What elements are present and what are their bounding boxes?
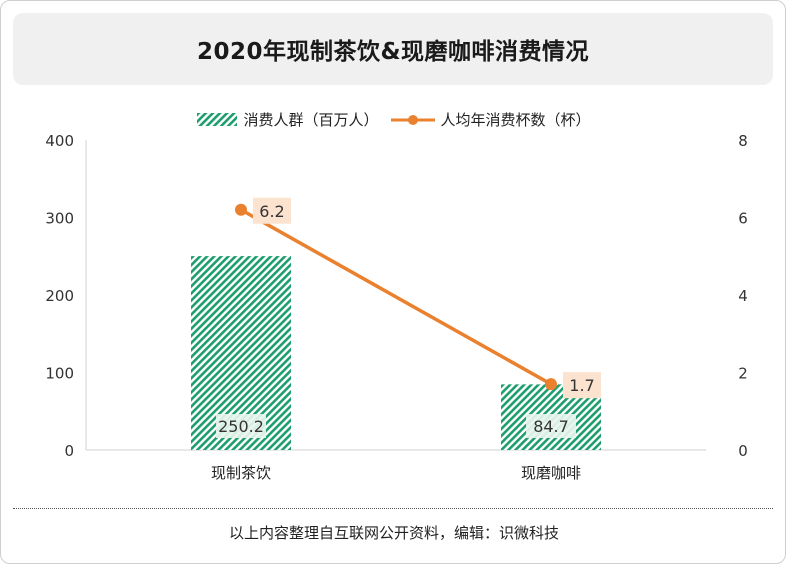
combo-chart: 0 100 200 300 400 0 2 4 6 8 现制茶饮 现磨咖啡 250.2 84.7 6.2 1… <box>45 132 748 482</box>
title-box: 2020年现制茶饮&现磨咖啡消费情况 <box>13 13 773 85</box>
y-right-tick-label: 4 <box>738 287 748 305</box>
legend-bar-swatch <box>197 113 238 126</box>
y-left-tick-label: 0 <box>64 442 74 460</box>
legend-line-label: 人均年消费杯数（杯） <box>440 111 591 129</box>
bar-label-bg <box>526 414 576 438</box>
y-right-tick-label: 2 <box>738 365 748 383</box>
divider <box>13 508 773 509</box>
line-label-bg <box>253 197 291 224</box>
x-category-label: 现制茶饮 <box>211 464 271 482</box>
y-right-tick-label: 6 <box>738 210 748 228</box>
bar-value-label: 84.7 <box>533 417 569 436</box>
line-value-label: 6.2 <box>259 202 284 221</box>
series-line <box>240 208 552 386</box>
bar-label-bg <box>216 414 266 438</box>
legend-line-swatch <box>390 114 435 125</box>
y-left-tick-label: 100 <box>45 365 74 383</box>
bar-value-label: 250.2 <box>218 417 264 436</box>
line-point <box>235 203 247 216</box>
y-right-tick-label: 0 <box>738 442 748 460</box>
legend-item-bar: 消费人群（百万人） <box>197 109 379 130</box>
line-label-bg <box>563 372 601 399</box>
y-right-tick-label: 8 <box>738 132 748 150</box>
line-value-label: 1.7 <box>569 376 594 395</box>
y-left-tick-label: 400 <box>45 132 74 150</box>
legend-item-line: 人均年消费杯数（杯） <box>390 109 591 130</box>
source-note: 以上内容整理自互联网公开资料，编辑：识微科技 <box>228 524 559 542</box>
chart-title: 2020年现制茶饮&现磨咖啡消费情况 <box>196 39 590 65</box>
line-point <box>545 378 557 391</box>
x-category-label: 现磨咖啡 <box>521 464 581 482</box>
y-left-tick-label: 300 <box>45 210 74 228</box>
legend: 消费人群（百万人） 人均年消费杯数（杯） <box>1 109 785 130</box>
y-left-tick-label: 200 <box>45 287 74 305</box>
legend-bar-label: 消费人群（百万人） <box>243 111 379 129</box>
